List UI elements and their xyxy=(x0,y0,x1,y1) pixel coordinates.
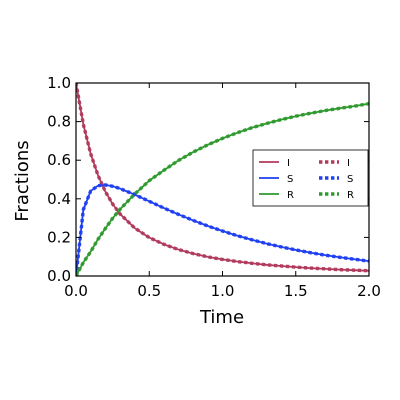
x-tick-label: 1.5 xyxy=(284,282,308,300)
y-tick-label: 0.0 xyxy=(47,267,71,285)
y-tick-label: 0.4 xyxy=(47,190,71,208)
series-line-r-dotted xyxy=(76,101,369,276)
y-tick-label: 0.6 xyxy=(47,151,71,169)
x-axis-title: Time xyxy=(199,307,244,328)
x-tick-label: 0.5 xyxy=(137,282,161,300)
plot-area xyxy=(76,83,369,276)
legend-label-i-dotted: I xyxy=(347,158,350,169)
axis-ticks: 0.0 0.5 1.0 1.5 2.0 0.0 0.2 0.4 0.6 0.8 1.0 xyxy=(47,74,381,300)
series-line-s-dotted xyxy=(76,183,369,276)
x-tick-label: 0.0 xyxy=(64,282,88,300)
legend-label-s-dotted: S xyxy=(347,174,353,185)
y-tick-label: 1.0 xyxy=(47,74,71,92)
y-tick-label: 0.2 xyxy=(47,228,71,246)
y-axis-title: Fractions xyxy=(12,140,33,221)
x-tick-label: 1.0 xyxy=(211,282,235,300)
legend-label-i-solid: I xyxy=(287,158,290,169)
x-tick-label: 2.0 xyxy=(357,282,381,300)
legend-label-r-dotted: R xyxy=(347,190,354,201)
series-line-i-dotted xyxy=(76,83,369,273)
y-tick-label: 0.8 xyxy=(47,113,71,131)
legend-label-r-solid: R xyxy=(287,190,294,201)
legend-label-s-solid: S xyxy=(287,174,293,185)
